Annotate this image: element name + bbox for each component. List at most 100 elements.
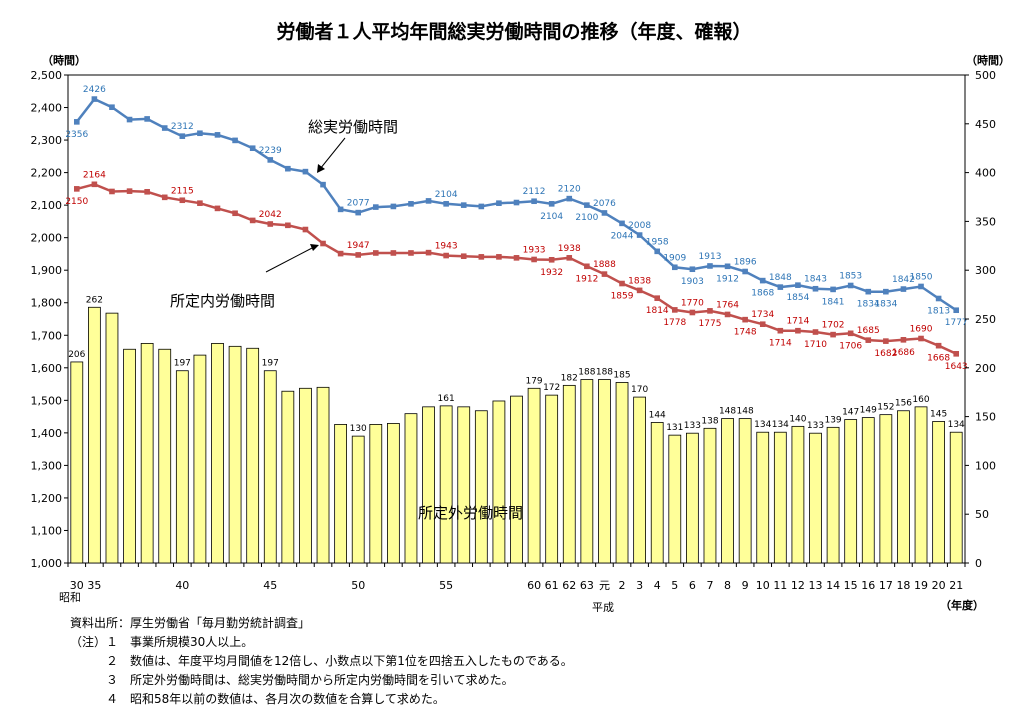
total-hours-marker — [443, 201, 449, 207]
overtime-bar — [527, 387, 541, 564]
scheduled-data-label: 1690 — [910, 325, 933, 335]
note-2: ２ 数値は、年度平均月間値を12倍し、小数点以下第1位を四捨五入したものである。 — [106, 654, 573, 668]
line-series — [73, 96, 960, 357]
data-labels: 2356 2426 2312 2239 2077 2104 2112 2104 2120 2100… — [65, 85, 967, 434]
x-tick-label: 20 — [932, 579, 946, 592]
scheduled-hours-marker — [953, 351, 960, 357]
scheduled-hours-marker — [161, 194, 168, 201]
overtime-bar — [721, 418, 734, 564]
total-hours-marker — [601, 210, 608, 216]
scheduled-hours-marker — [918, 335, 924, 342]
overtime-bar — [826, 426, 840, 564]
footnotes: 資料出所：厚生労働省「毎月勤労統計調査」 （注）１ 事業所規模30人以上。 ２ … — [70, 614, 573, 709]
total-data-label: 1850 — [910, 272, 933, 282]
total-hours-marker — [214, 132, 221, 138]
overtime-bar — [580, 379, 594, 564]
total-hours-marker — [777, 284, 784, 290]
scheduled-hours-marker — [883, 338, 889, 344]
total-data-label: 1841 — [822, 297, 845, 307]
overtime-bar — [879, 414, 893, 564]
total-hours-marker — [654, 248, 661, 255]
overtime-bar — [756, 431, 770, 564]
annotation-scheduled-hours: 所定内労働時間 — [170, 292, 275, 310]
x-tick-label: 45 — [263, 579, 277, 592]
x-tick-label: 19 — [914, 579, 928, 592]
overtime-bar — [633, 396, 646, 564]
scheduled-hours-marker — [425, 249, 432, 256]
total-data-label: 1842 — [892, 275, 915, 285]
total-hours-marker — [285, 165, 291, 172]
total-hours-marker — [830, 286, 836, 293]
scheduled-hours-marker — [584, 263, 590, 270]
total-hours-marker — [953, 307, 960, 314]
scheduled-hours-marker — [302, 226, 309, 233]
overtime-data-label: 138 — [701, 416, 718, 426]
overtime-data-label: 197 — [174, 359, 191, 369]
x-tick-label: 21 — [949, 579, 963, 592]
overtime-bar — [457, 406, 471, 564]
x-tick-label: 7 — [706, 579, 713, 592]
right-tick-label: 350 — [975, 215, 996, 228]
x-tick-label: 4 — [654, 579, 661, 592]
scheduled-hours-marker — [671, 307, 678, 313]
total-hours-marker — [865, 288, 872, 295]
left-tick-label: 1,600 — [31, 362, 63, 375]
right-tick-label: 0 — [975, 557, 982, 570]
x-tick-label: 元 — [599, 579, 610, 592]
total-data-label: 1848 — [769, 273, 792, 283]
left-tick-label: 2,100 — [31, 199, 63, 212]
x-tick-label: 3 — [636, 579, 643, 592]
overtime-data-label: 197 — [262, 359, 279, 369]
scheduled-hours-marker — [531, 256, 537, 263]
total-data-label: 1868 — [751, 289, 774, 299]
axis-labels: 1,000 1,100 1,200 1,300 1,400 1,500 1,600 1,700… — [31, 69, 997, 592]
overtime-data-label: 133 — [807, 421, 824, 431]
overtime-bar — [175, 370, 189, 564]
scheduled-hours-marker — [548, 256, 555, 263]
left-tick-label: 2,000 — [31, 232, 63, 245]
x-tick-label: 9 — [742, 579, 749, 592]
scheduled-hours-marker — [91, 181, 98, 188]
left-tick-label: 1,200 — [31, 492, 63, 505]
scheduled-data-label: 1702 — [822, 321, 845, 331]
overtime-data-label: 188 — [596, 368, 613, 378]
overtime-bar — [897, 410, 910, 564]
overtime-data-label: 139 — [824, 415, 841, 425]
scheduled-hours-marker — [320, 240, 326, 247]
scheduled-data-label: 1932 — [540, 268, 563, 278]
right-tick-label: 200 — [975, 362, 996, 375]
total-hours-marker — [320, 181, 326, 188]
scheduled-data-label: 2150 — [65, 197, 88, 207]
left-tick-label: 1,100 — [31, 524, 63, 537]
total-data-label: 2426 — [83, 85, 106, 95]
left-tick-label: 1,000 — [31, 557, 63, 570]
scheduled-data-label: 1775 — [699, 319, 722, 329]
overtime-bar — [334, 424, 347, 564]
scheduled-data-label: 1947 — [347, 241, 370, 251]
total-data-label: 1912 — [716, 274, 739, 284]
overtime-data-label: 152 — [877, 403, 894, 413]
annotation-total-arrow — [319, 137, 346, 170]
overtime-bar — [738, 418, 752, 564]
scheduled-hours-marker — [900, 337, 907, 343]
scheduled-data-label: 1682 — [874, 349, 897, 359]
overtime-bar — [844, 419, 858, 564]
overtime-data-label: 134 — [754, 420, 771, 430]
total-data-label: 1843 — [804, 275, 827, 285]
scheduled-data-label: 2042 — [259, 210, 282, 220]
overtime-bar — [281, 390, 295, 564]
overtime-data-label: 206 — [68, 350, 85, 360]
scheduled-data-label: 1912 — [575, 274, 598, 284]
total-hours-marker — [883, 288, 889, 295]
overtime-data-label: 149 — [860, 406, 877, 416]
overtime-bar — [932, 421, 945, 564]
scheduled-hours-marker — [267, 221, 274, 227]
scheduled-data-label: 1859 — [611, 292, 634, 302]
total-data-label: 2044 — [611, 231, 634, 241]
total-hours-marker — [531, 198, 537, 205]
overtime-data-label: 185 — [613, 370, 630, 380]
overtime-bar — [668, 434, 682, 564]
total-hours-marker — [232, 137, 238, 144]
x-tick-label: 35 — [87, 579, 101, 592]
x-tick-label: 14 — [826, 579, 840, 592]
